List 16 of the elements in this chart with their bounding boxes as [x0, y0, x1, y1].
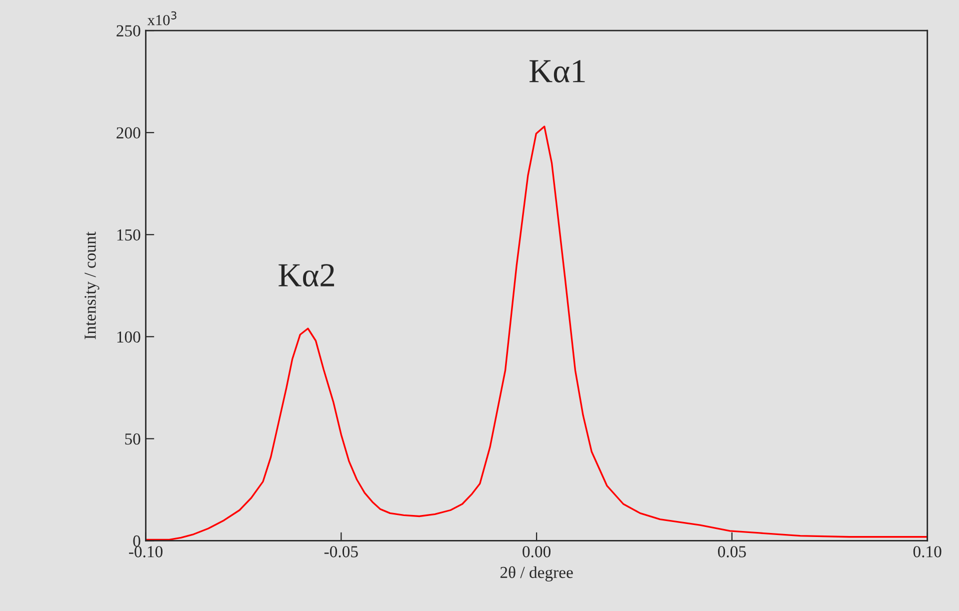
x-axis-title: 2θ / degree: [500, 566, 573, 582]
text: x10$^{3}$: [147, 11, 176, 26]
y-axis-title: Intensity / count: [84, 232, 100, 340]
y-tick-label: 250: [116, 25, 140, 36]
y-tick-label: 200: [116, 127, 140, 139]
y-tick-label: 50: [125, 433, 140, 445]
annotation: Kα1: [530, 60, 585, 82]
x-tick-label: -0.05: [324, 546, 358, 558]
x-tick-label: 0.10: [913, 546, 942, 558]
y-tick-label: 0: [133, 535, 140, 547]
x-tick-label: 0.05: [718, 546, 746, 558]
y-tick-label: 150: [117, 229, 140, 241]
x-tick-label: -0.10: [129, 546, 162, 558]
annotation: Kα2: [278, 264, 334, 287]
x-tick-label: 0.00: [522, 546, 551, 558]
y-tick-label: 100: [117, 331, 140, 343]
